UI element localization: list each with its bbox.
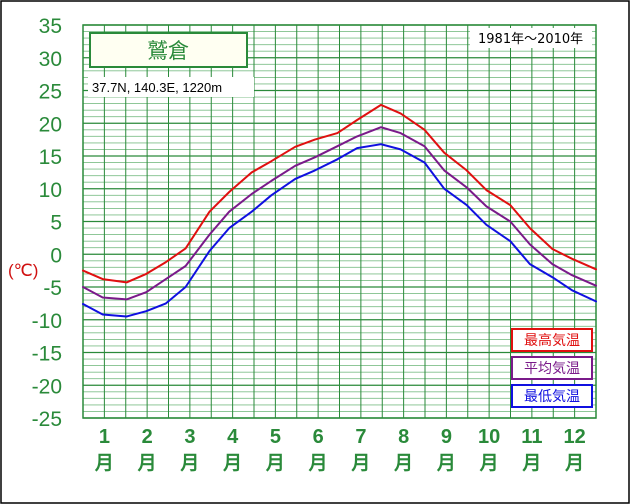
x-tick-month-number: 7: [355, 426, 366, 448]
x-tick-month-number: 3: [184, 426, 195, 448]
y-tick-label: -15: [32, 343, 62, 366]
y-axis-unit-label: (℃): [8, 261, 38, 280]
y-tick-label: 0: [50, 244, 62, 267]
legend-box-1: [511, 328, 593, 352]
x-tick-month-unit: 月: [564, 452, 584, 474]
coords-background: [88, 77, 254, 97]
y-tick-label: 35: [39, 15, 62, 38]
x-tick-month-number: 1: [99, 426, 110, 448]
y-tick-label: -20: [32, 375, 62, 398]
x-tick-month-number: 5: [270, 426, 281, 448]
series-line-3: [82, 143, 597, 318]
x-tick-month-unit: 月: [179, 452, 199, 474]
period-label: 1981年～2010年: [478, 32, 583, 47]
y-tick-label: 15: [39, 146, 62, 169]
plot-border: [82, 24, 597, 419]
x-tick-month-unit: 月: [393, 452, 413, 474]
x-tick-month-unit: 月: [137, 452, 157, 474]
y-axis-ticks: 35 30 25 20 15 10 5 0 -5 -10 -15 -20 -25: [32, 15, 62, 431]
y-tick-label: -10: [32, 310, 62, 333]
legend-label-3: 最低気温: [524, 389, 580, 405]
station-name: 鷲倉: [147, 39, 189, 63]
y-tick-label: 25: [39, 81, 62, 104]
period-background: [470, 28, 592, 48]
x-tick-month-unit: 月: [479, 452, 499, 474]
station-box: [89, 32, 248, 68]
x-tick-month-unit: 月: [350, 452, 370, 474]
series-line-1: [82, 103, 597, 284]
y-tick-label: 20: [39, 113, 62, 136]
x-axis-ticks: 1 月 2 月 3 月 4 月 5 月 6 月 7 月 8 月 9 月 10 月 11 月 12 月: [94, 426, 586, 474]
legend-box-3: [511, 384, 593, 408]
x-tick-month-number: 6: [313, 426, 324, 448]
x-tick-month-unit: 月: [265, 452, 285, 474]
x-tick-month-number: 2: [142, 426, 153, 448]
station-coordinates: 37.7N, 140.3E, 1220m: [92, 80, 222, 95]
legend-label-1: 最高気温: [524, 332, 580, 349]
x-tick-month-number: 4: [227, 426, 239, 448]
x-tick-month-unit: 月: [222, 452, 242, 474]
x-tick-month-unit: 月: [521, 452, 541, 474]
x-tick-month-number: 8: [398, 426, 409, 448]
y-tick-label: -5: [43, 277, 62, 300]
x-tick-month-unit: 月: [436, 452, 456, 474]
legend-box-2: [511, 356, 593, 380]
x-tick-month-unit: 月: [94, 452, 114, 474]
series-line-2: [82, 126, 597, 301]
y-tick-label: 10: [39, 179, 62, 202]
x-tick-month-number: 11: [521, 426, 542, 448]
x-tick-month-number: 10: [478, 426, 500, 448]
x-tick-month-number: 12: [564, 426, 586, 448]
y-tick-label: 30: [39, 48, 62, 71]
legend-label-2: 平均気温: [524, 361, 580, 377]
series-lines: [82, 103, 597, 318]
y-tick-label: -25: [32, 408, 62, 431]
x-tick-month-unit: 月: [308, 452, 328, 474]
x-tick-month-number: 9: [441, 426, 452, 448]
y-tick-label: 5: [50, 212, 62, 235]
